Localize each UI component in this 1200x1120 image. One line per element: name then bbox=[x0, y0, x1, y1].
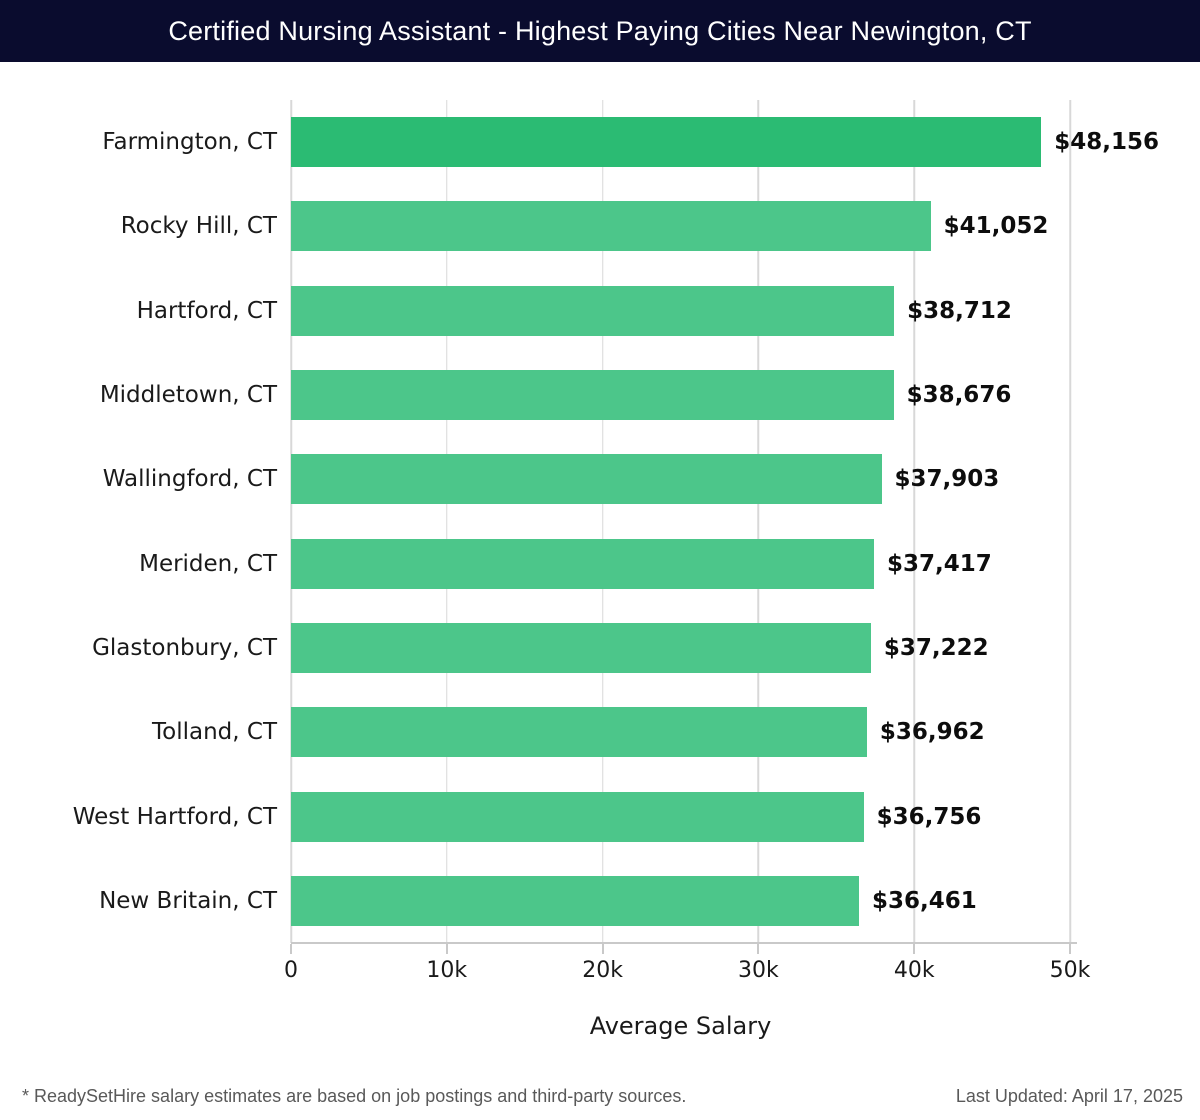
x-tick-mark bbox=[601, 944, 604, 954]
x-tick-mark bbox=[290, 944, 292, 954]
x-tick-label: 40k bbox=[893, 958, 935, 983]
bar-row: $41,052 bbox=[291, 184, 1070, 268]
bar-row: $37,222 bbox=[291, 606, 1070, 690]
bar bbox=[291, 117, 1042, 168]
category-label: Wallingford, CT bbox=[102, 466, 277, 493]
category-label: Farmington, CT bbox=[102, 129, 277, 156]
last-updated: Last Updated: April 17, 2025 bbox=[955, 1085, 1183, 1106]
value-label: $48,156 bbox=[1054, 129, 1160, 156]
value-label: $37,222 bbox=[883, 634, 989, 661]
x-tick-label: 10k bbox=[426, 958, 468, 983]
footnote: * ReadySetHire salary estimates are base… bbox=[22, 1085, 687, 1106]
value-label: $36,461 bbox=[872, 887, 977, 914]
bar-row: $37,903 bbox=[291, 437, 1070, 521]
x-tick-mark bbox=[913, 944, 916, 954]
bar bbox=[291, 538, 874, 589]
bar bbox=[291, 454, 882, 505]
x-tick-mark bbox=[1069, 944, 1071, 954]
bar-row: $36,756 bbox=[291, 774, 1070, 858]
value-label: $41,052 bbox=[943, 213, 1049, 240]
bar bbox=[291, 707, 867, 758]
category-label: Rocky Hill, CT bbox=[120, 213, 277, 240]
value-label: $37,903 bbox=[894, 466, 1000, 493]
value-label: $38,712 bbox=[907, 297, 1012, 324]
category-axis: Farmington, CT Rocky Hill, CT Hartford, CT… bbox=[0, 100, 277, 943]
bar bbox=[291, 285, 895, 336]
gridline bbox=[913, 100, 915, 943]
value-label: $36,962 bbox=[879, 719, 985, 746]
bar-row: $37,417 bbox=[291, 521, 1070, 605]
x-tick-label: 30k bbox=[738, 958, 779, 983]
x-tick-label: 50k bbox=[1049, 958, 1091, 983]
bar bbox=[291, 791, 864, 842]
category-label: West Hartford, CT bbox=[72, 803, 277, 830]
bar-row: $36,461 bbox=[291, 859, 1070, 943]
category-label: New Britain, CT bbox=[99, 887, 277, 914]
gridline bbox=[290, 100, 292, 943]
bar-rows: $48,156 $41,052 $38,712 $38,676 $37,903 $37,4… bbox=[291, 100, 1159, 943]
title-bar: Certified Nursing Assistant - Highest Pa… bbox=[0, 0, 1200, 62]
value-label: $36,756 bbox=[876, 803, 982, 830]
x-tick-mark bbox=[757, 944, 760, 954]
footer: * ReadySetHire salary estimates are base… bbox=[0, 1076, 1200, 1116]
bar-row: $36,962 bbox=[291, 690, 1070, 774]
category-label: Meriden, CT bbox=[139, 550, 277, 577]
x-axis-line bbox=[291, 942, 1077, 944]
x-tick-label: 20k bbox=[582, 958, 623, 983]
gridline bbox=[446, 100, 448, 943]
gridline bbox=[1069, 100, 1071, 943]
category-label: Glastonbury, CT bbox=[92, 634, 277, 661]
gridline bbox=[757, 100, 760, 943]
x-tick-label: 0 bbox=[284, 958, 298, 983]
category-label: Middletown, CT bbox=[99, 382, 277, 409]
bar-row: $48,156 bbox=[291, 100, 1159, 184]
bar bbox=[291, 622, 871, 673]
x-tick-mark bbox=[445, 944, 448, 954]
chart-title: Certified Nursing Assistant - Highest Pa… bbox=[168, 15, 1032, 46]
value-label: $38,676 bbox=[906, 382, 1012, 409]
bar-row: $38,712 bbox=[291, 269, 1070, 353]
category-label: Tolland, CT bbox=[152, 719, 277, 746]
x-axis-title: Average Salary bbox=[589, 1012, 772, 1040]
bar bbox=[291, 875, 860, 926]
bar-row: $38,676 bbox=[291, 353, 1070, 437]
bar-chart-plot-area: $48,156 $41,052 $38,712 $38,676 $37,903 $37,4… bbox=[290, 100, 1159, 943]
value-label: $37,417 bbox=[886, 550, 992, 577]
gridline bbox=[601, 100, 604, 943]
category-label: Hartford, CT bbox=[136, 297, 277, 324]
bar bbox=[291, 201, 931, 252]
bar bbox=[291, 370, 894, 421]
